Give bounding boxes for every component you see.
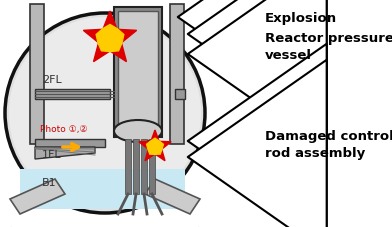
- Circle shape: [5, 14, 205, 213]
- Text: Reactor pressure
vessel: Reactor pressure vessel: [265, 32, 392, 62]
- Text: B1: B1: [42, 177, 56, 187]
- Bar: [149, 139, 155, 194]
- Polygon shape: [83, 12, 137, 62]
- Text: Explosion: Explosion: [265, 12, 337, 25]
- Polygon shape: [145, 179, 200, 214]
- Bar: [170, 5, 184, 144]
- Circle shape: [9, 18, 201, 209]
- Polygon shape: [96, 25, 124, 52]
- Text: Photo ①,②: Photo ①,②: [40, 125, 88, 134]
- Text: 2FL: 2FL: [42, 75, 62, 85]
- Polygon shape: [35, 147, 95, 159]
- Polygon shape: [147, 138, 163, 155]
- Bar: [118, 12, 158, 131]
- Polygon shape: [10, 179, 65, 214]
- Bar: [125, 139, 131, 194]
- Bar: [35, 90, 110, 100]
- Text: 1FL: 1FL: [42, 149, 62, 159]
- Bar: [35, 139, 105, 147]
- Bar: [175, 90, 185, 100]
- Ellipse shape: [114, 121, 162, 142]
- Bar: [141, 139, 147, 194]
- Bar: [20, 169, 185, 209]
- Polygon shape: [139, 131, 171, 161]
- Text: Damaged control
rod assembly: Damaged control rod assembly: [265, 129, 392, 159]
- Bar: [114, 8, 162, 137]
- Bar: [30, 5, 44, 144]
- Bar: [133, 139, 139, 194]
